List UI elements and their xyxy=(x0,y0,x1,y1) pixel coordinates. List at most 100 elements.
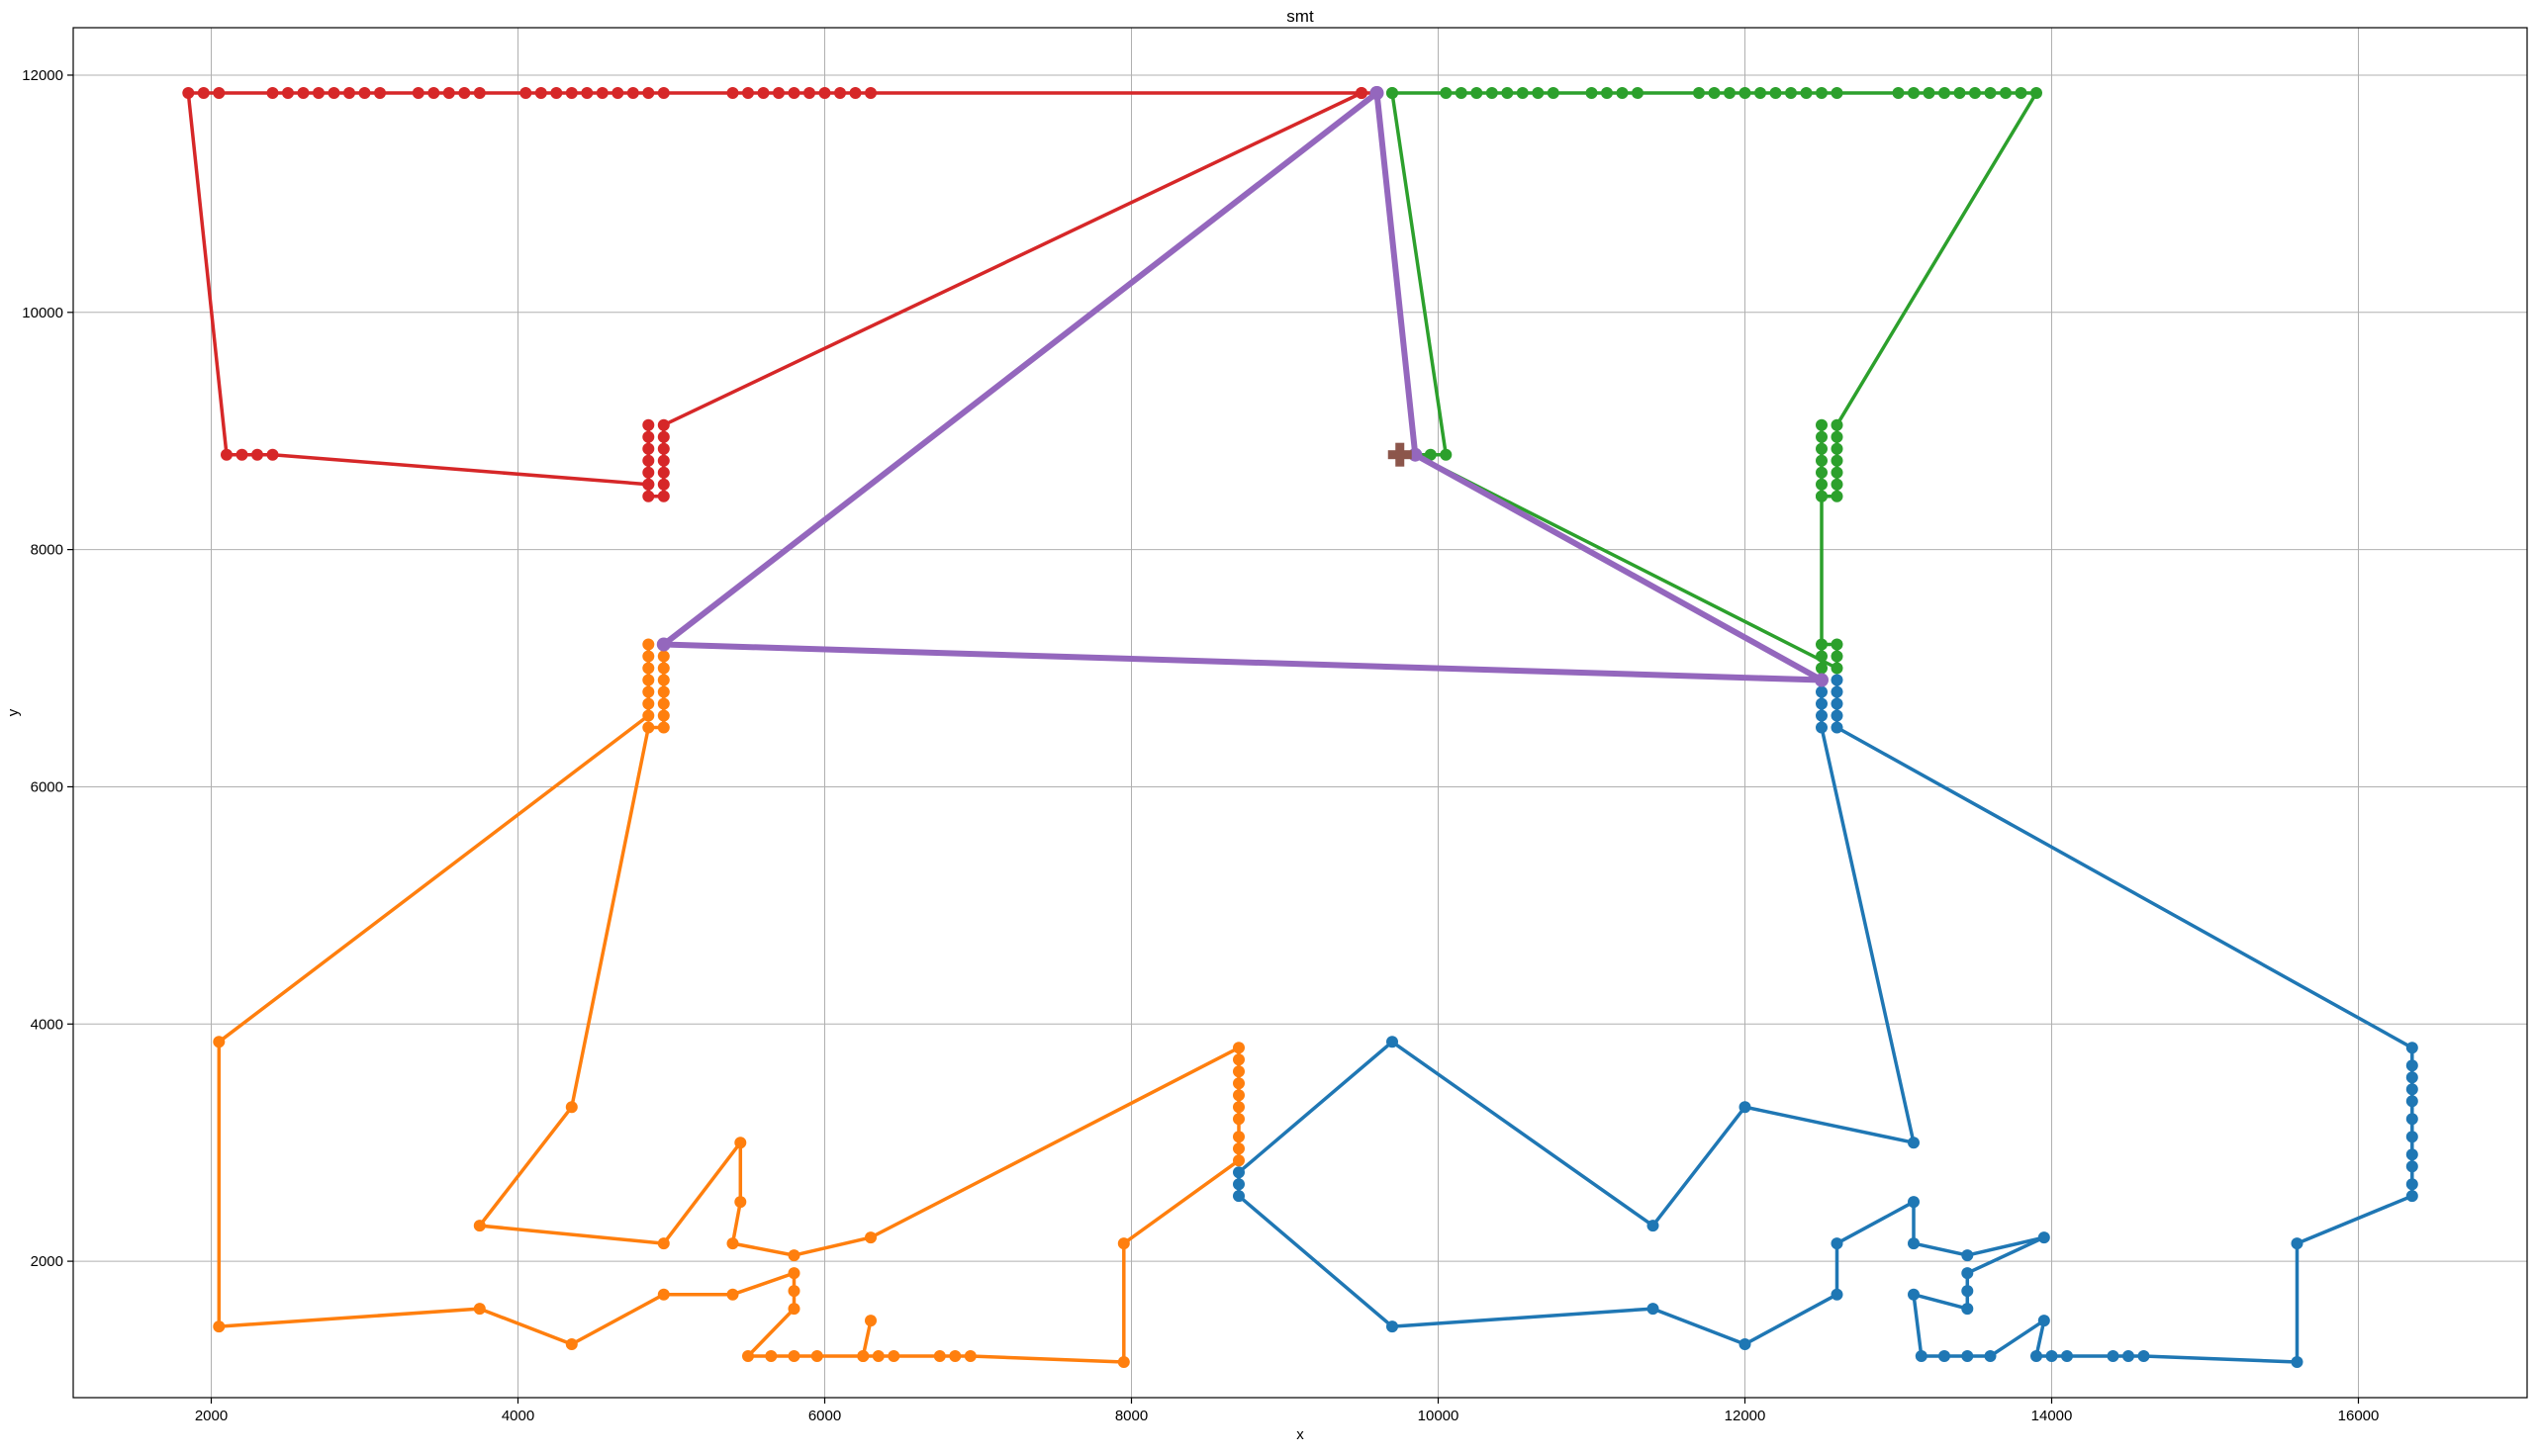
series-line xyxy=(660,90,1825,683)
series-point xyxy=(458,87,471,99)
y-tick-label: 12000 xyxy=(22,67,63,84)
series-point xyxy=(328,87,340,99)
series-point xyxy=(442,87,455,99)
series-point xyxy=(282,87,294,99)
series-point xyxy=(657,662,670,675)
series-point xyxy=(1601,87,1613,99)
series-point xyxy=(1455,87,1467,99)
series-point xyxy=(565,1101,578,1114)
series-point xyxy=(519,87,532,99)
series-point xyxy=(1386,1036,1398,1048)
series-point xyxy=(657,430,670,443)
series-point xyxy=(1738,1101,1751,1114)
series-3 xyxy=(182,87,1383,502)
series-point xyxy=(1408,447,1423,462)
series-point xyxy=(1470,87,1483,99)
series-point xyxy=(726,1288,739,1301)
series-point xyxy=(1831,418,1843,431)
series-point xyxy=(1233,1166,1245,1179)
series-point xyxy=(1501,87,1514,99)
series-point xyxy=(865,1231,877,1244)
series-point xyxy=(1915,1350,1927,1362)
series-point xyxy=(427,87,440,99)
series-point xyxy=(1233,1190,1245,1203)
y-tick-label: 6000 xyxy=(31,778,63,795)
series-point xyxy=(657,466,670,479)
series-point xyxy=(1646,1303,1659,1316)
series-point xyxy=(1386,87,1398,99)
series-point xyxy=(1815,673,1829,687)
series-point xyxy=(1233,1042,1245,1054)
series-point xyxy=(1831,685,1843,698)
series-point xyxy=(657,721,670,734)
series-point xyxy=(1961,1303,1974,1316)
series-point xyxy=(1816,721,1828,734)
series-point xyxy=(788,1285,800,1298)
series-point xyxy=(197,87,210,99)
series-point xyxy=(2405,1059,2418,1072)
series-point xyxy=(773,87,785,99)
series-layer xyxy=(182,86,2418,1368)
series-point xyxy=(1816,454,1828,467)
series-point xyxy=(1908,1237,1920,1250)
series-point xyxy=(657,709,670,722)
series-point xyxy=(611,87,624,99)
series-point xyxy=(865,1315,877,1327)
series-point xyxy=(1693,87,1705,99)
series-point xyxy=(742,1350,754,1362)
series-point xyxy=(473,1303,486,1316)
series-point xyxy=(949,1350,962,1362)
series-point xyxy=(1616,87,1629,99)
series-point xyxy=(581,87,594,99)
series-point xyxy=(1440,87,1453,99)
series-point xyxy=(642,638,655,651)
series-point xyxy=(1831,490,1843,502)
series-point xyxy=(313,87,325,99)
series-point xyxy=(2291,1237,2303,1250)
series-point xyxy=(1831,442,1843,455)
series-point xyxy=(2037,1231,2050,1244)
series-point xyxy=(2405,1083,2418,1096)
series-point xyxy=(1969,87,1981,99)
series-1 xyxy=(213,638,1245,1368)
x-tick-label: 8000 xyxy=(1115,1408,1148,1424)
series-point xyxy=(182,87,195,99)
series-point xyxy=(788,1350,800,1362)
series-point xyxy=(734,1196,747,1209)
series-point xyxy=(1738,87,1751,99)
series-point xyxy=(1831,454,1843,467)
series-point xyxy=(1816,685,1828,698)
series-point xyxy=(565,87,578,99)
series-point xyxy=(1908,1137,1920,1149)
series-point xyxy=(2405,1190,2418,1203)
series-point xyxy=(1953,87,1966,99)
series-point xyxy=(1831,650,1843,663)
series-point xyxy=(297,87,310,99)
series-point xyxy=(1117,1237,1130,1250)
x-tick-label: 12000 xyxy=(1725,1408,1766,1424)
series-point xyxy=(642,674,655,686)
series-point xyxy=(1485,87,1498,99)
series-point xyxy=(1816,418,1828,431)
series-point xyxy=(726,1237,739,1250)
series-point xyxy=(1961,1285,1974,1298)
series-point xyxy=(656,637,671,652)
series-point xyxy=(1816,430,1828,443)
series-point xyxy=(2137,1350,2150,1362)
series-point xyxy=(213,1036,226,1048)
series-point xyxy=(1233,1142,1245,1155)
series-point xyxy=(1984,1350,1997,1362)
y-tick-label: 4000 xyxy=(31,1016,63,1033)
series-point xyxy=(657,87,670,99)
series-point xyxy=(1831,1237,1843,1250)
x-tick-label: 16000 xyxy=(2338,1408,2380,1424)
series-point xyxy=(2405,1160,2418,1173)
series-point xyxy=(642,87,655,99)
series-point xyxy=(642,662,655,675)
series-point xyxy=(1831,466,1843,479)
series-point xyxy=(2291,1356,2303,1368)
series-point xyxy=(626,87,639,99)
series-point xyxy=(757,87,770,99)
series-point xyxy=(1769,87,1782,99)
series-point xyxy=(2405,1131,2418,1143)
